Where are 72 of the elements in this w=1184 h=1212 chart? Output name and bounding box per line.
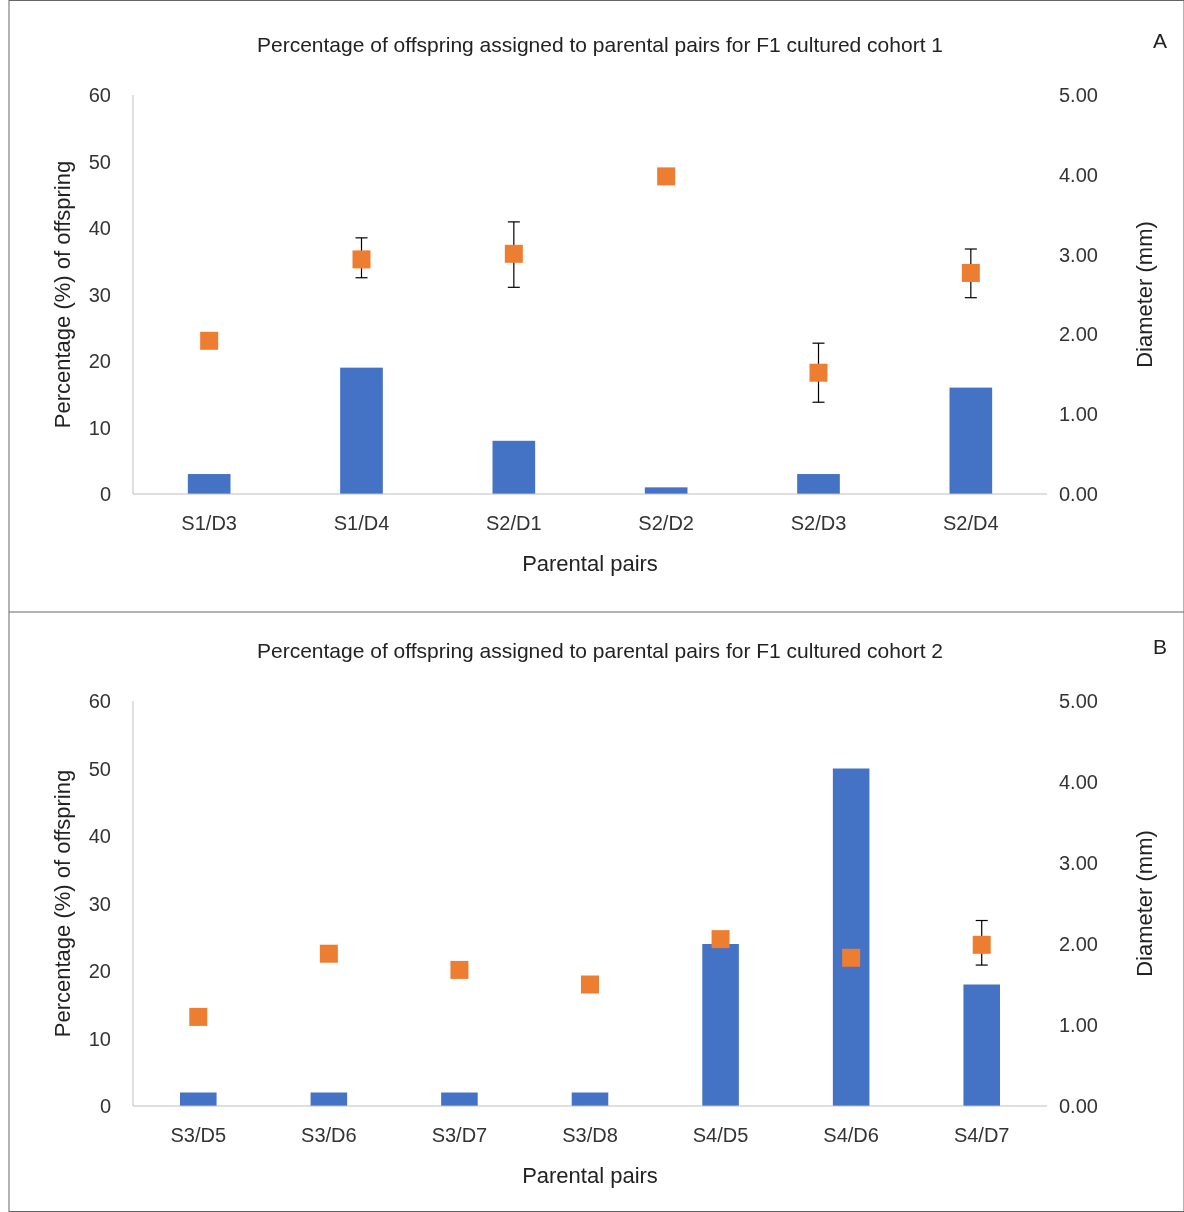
y2-tick-label: 2.00 [1059, 323, 1098, 346]
x-tick-label: S2/D4 [943, 512, 999, 534]
y-tick-label: 60 [88, 690, 111, 712]
y-tick-label: 20 [88, 350, 111, 372]
y-tick-label: 30 [88, 892, 111, 915]
bar [963, 984, 1000, 1106]
bar [949, 387, 993, 494]
point [657, 167, 676, 186]
x-axis-title: Parental pairs [522, 1163, 658, 1188]
point [842, 948, 861, 967]
y-tick-label: 40 [88, 825, 111, 847]
point [189, 1007, 208, 1026]
text: B [1152, 635, 1168, 658]
point [972, 935, 991, 954]
y-tick-label: 10 [88, 1027, 111, 1050]
y2-tick-label: 5.00 [1059, 84, 1098, 106]
y2-tick-label: 4.00 [1059, 771, 1098, 793]
y-axis-title: Percentage (%) of offspring [50, 160, 75, 429]
y2-tick-label: 5.00 [1059, 690, 1098, 712]
y-tick-label: 30 [88, 283, 111, 306]
y2-tick-label: 0.00 [1059, 1095, 1098, 1117]
y-tick-label: 50 [88, 757, 111, 780]
point [961, 263, 980, 282]
bar [441, 1092, 478, 1106]
x-tick-label: S3/D6 [301, 1124, 357, 1146]
y-axis-title: Percentage (%) of offspring [50, 769, 75, 1038]
x-tick-label: S3/D5 [170, 1124, 227, 1146]
y2-tick-label: 3.00 [1059, 243, 1098, 266]
x-tick-label: S2/D1 [486, 512, 542, 534]
bar [797, 474, 840, 494]
bar [187, 474, 231, 494]
x-tick-label: S3/D8 [562, 1124, 618, 1146]
bar [180, 1092, 217, 1106]
y-tick-label: 40 [88, 217, 111, 239]
point [504, 244, 523, 263]
y-tick-label: 20 [88, 960, 111, 982]
x-tick-label: S2/D2 [638, 512, 694, 534]
y2-axis-title: Diameter (mm) [1132, 221, 1157, 368]
chart-title: Percentage of offspring assigned to parental pairs for F1 cultured cohort 2 [256, 639, 944, 662]
point [809, 363, 828, 382]
point [200, 331, 219, 350]
x-axis-title: Parental pairs [522, 551, 658, 576]
bar [832, 768, 870, 1106]
point [352, 250, 371, 269]
x-tick-label: S3/D7 [431, 1124, 488, 1146]
point [450, 960, 469, 979]
point [319, 944, 338, 963]
y2-tick-label: 0.00 [1059, 483, 1098, 505]
y-tick-label: 0 [99, 1095, 111, 1117]
y-tick-label: 60 [88, 84, 111, 106]
x-tick-label: S4/D7 [953, 1124, 1010, 1146]
bar [340, 367, 383, 494]
y2-tick-label: 2.00 [1059, 933, 1098, 955]
y2-tick-label: 3.00 [1059, 852, 1098, 874]
bar [702, 944, 739, 1106]
text: A [1152, 29, 1168, 52]
y2-tick-label: 1.00 [1059, 1014, 1098, 1036]
y-tick-label: 0 [99, 483, 111, 505]
y-tick-label: 10 [88, 416, 111, 439]
x-tick-label: S4/D5 [692, 1124, 749, 1146]
x-tick-label: S2/D3 [790, 512, 847, 534]
bar [492, 440, 536, 494]
y2-tick-label: 1.00 [1059, 403, 1098, 426]
x-tick-label: S1/D4 [333, 512, 390, 534]
chart-title: Percentage of offspring assigned to parental pairs for F1 cultured cohort 1 [256, 33, 944, 56]
point [711, 930, 730, 949]
y-tick-label: 50 [88, 150, 111, 173]
x-tick-label: S1/D3 [181, 512, 237, 534]
y2-axis-title: Diameter (mm) [1132, 830, 1157, 977]
point [581, 975, 599, 994]
y2-tick-label: 4.00 [1059, 163, 1098, 186]
x-tick-label: S4/D6 [823, 1124, 879, 1146]
